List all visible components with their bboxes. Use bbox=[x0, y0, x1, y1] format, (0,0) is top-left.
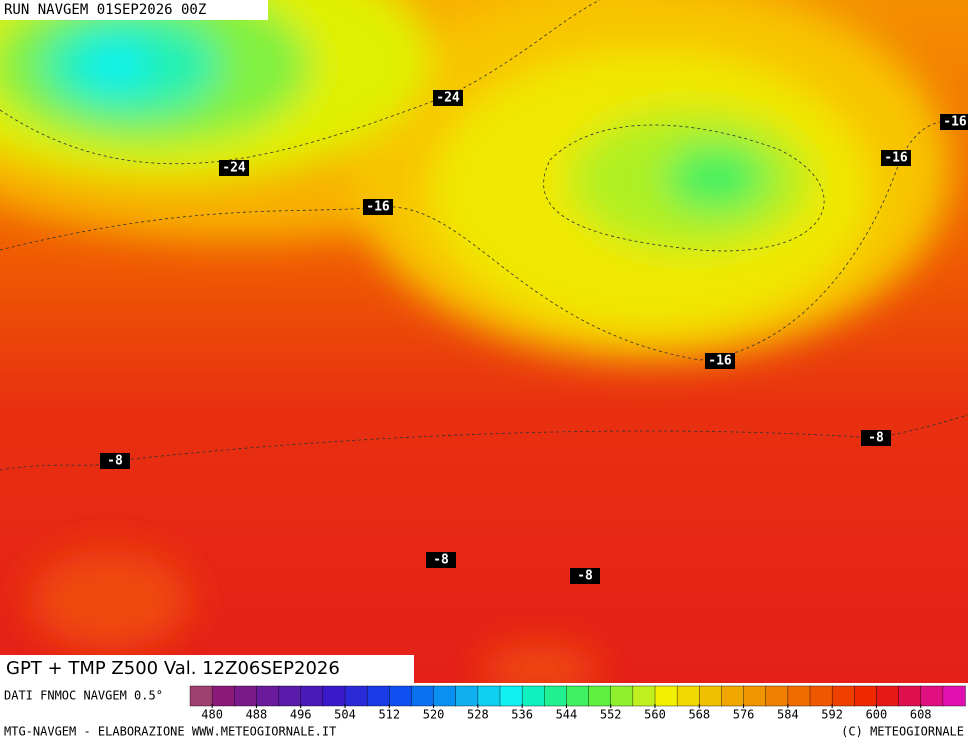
colorbar-swatch bbox=[433, 685, 457, 707]
colorbar-tick-label: 568 bbox=[688, 708, 710, 722]
colorbar-swatch bbox=[809, 685, 833, 707]
colorbar-swatch bbox=[344, 685, 368, 707]
colorbar-tick-label: 560 bbox=[644, 708, 666, 722]
colorbar-swatch bbox=[499, 685, 523, 707]
contour-label-box bbox=[100, 453, 130, 469]
map-title: GPT + TMP Z500 Val. 12Z06SEP2026 bbox=[6, 658, 340, 679]
colorbar-tick-label: 520 bbox=[423, 708, 445, 722]
colorbar-swatch bbox=[787, 685, 811, 707]
colorbar-tick-label: 576 bbox=[733, 708, 755, 722]
contour-labels: -24 -24 -16 -16 -16 -16 -8 -8 -8 -8 bbox=[100, 90, 968, 584]
colorbar-tick-label: 544 bbox=[556, 708, 578, 722]
contour-label-box bbox=[881, 150, 911, 166]
colorbar-swatch bbox=[676, 685, 700, 707]
contour-label-box bbox=[363, 199, 393, 215]
contour-label-box bbox=[705, 353, 735, 369]
contour-label: -8 bbox=[868, 431, 884, 446]
colorbar-swatch bbox=[566, 685, 590, 707]
colorbar-swatch bbox=[256, 685, 280, 707]
title-box bbox=[0, 655, 414, 683]
colorbar-tick-label: 528 bbox=[467, 708, 489, 722]
header-box bbox=[0, 0, 268, 20]
contour-label-box bbox=[940, 114, 968, 130]
contour-label: -24 bbox=[436, 91, 460, 106]
colorbar-swatch bbox=[743, 685, 767, 707]
colorbar-swatch bbox=[632, 685, 656, 707]
contour-label: -8 bbox=[433, 553, 449, 568]
colorbar-swatch bbox=[455, 685, 479, 707]
colorbar-swatch bbox=[765, 685, 789, 707]
colorbar-swatch bbox=[876, 685, 900, 707]
colorbar-swatch bbox=[211, 685, 235, 707]
contour-label: -16 bbox=[366, 200, 390, 215]
contours bbox=[0, 0, 968, 471]
colorbar-swatch bbox=[610, 685, 634, 707]
colorbar-tick-label: 512 bbox=[378, 708, 400, 722]
contour-label: -24 bbox=[222, 161, 246, 176]
colorbar-tick-label: 480 bbox=[201, 708, 223, 722]
colorbar-swatch bbox=[898, 685, 922, 707]
colorbar: 480 488 496 504 512 520 528 536 544 552 560 568 576 5… bbox=[189, 685, 966, 722]
colorbar-tick-label: 600 bbox=[866, 708, 888, 722]
map-field bbox=[0, 0, 968, 683]
contour-label: -16 bbox=[884, 151, 908, 166]
colorbar-swatch bbox=[699, 685, 723, 707]
colorbar-swatch bbox=[942, 685, 966, 707]
colorbar-swatch bbox=[831, 685, 855, 707]
colorbar-swatch bbox=[854, 685, 878, 707]
colorbar-swatch bbox=[278, 685, 302, 707]
colorbar-tick-label: 552 bbox=[600, 708, 622, 722]
colorbar-swatch bbox=[544, 685, 568, 707]
contour-label-box bbox=[570, 568, 600, 584]
colorbar-tick-label: 584 bbox=[777, 708, 799, 722]
colorbar-tick-label: 608 bbox=[910, 708, 932, 722]
colorbar-tick-label: 496 bbox=[290, 708, 312, 722]
colorbar-tick-label: 592 bbox=[821, 708, 843, 722]
contour-label: -16 bbox=[943, 115, 967, 130]
colorbar-swatch bbox=[366, 685, 390, 707]
footer-left: MTG-NAVGEM - ELABORAZIONE WWW.METEOGIORN… bbox=[4, 725, 336, 739]
colorbar-swatch bbox=[189, 685, 213, 707]
contour-label: -16 bbox=[708, 354, 732, 369]
contour-label-box bbox=[433, 90, 463, 106]
colorbar-swatch bbox=[234, 685, 258, 707]
contour-label: -8 bbox=[577, 569, 593, 584]
colorbar-swatch bbox=[389, 685, 413, 707]
run-header: RUN NAVGEM 01SEP2026 00Z bbox=[4, 2, 206, 18]
colorbar-tick-label: 536 bbox=[511, 708, 533, 722]
contour-label-box bbox=[861, 430, 891, 446]
colorbar-swatch bbox=[521, 685, 545, 707]
colorbar-swatch bbox=[322, 685, 346, 707]
colorbar-swatch bbox=[721, 685, 745, 707]
colorbar-tick-label: 488 bbox=[246, 708, 268, 722]
colorbar-swatch bbox=[920, 685, 944, 707]
colorbar-tick-label: 504 bbox=[334, 708, 356, 722]
contour-label: -8 bbox=[107, 454, 123, 469]
data-source: DATI FNMOC NAVGEM 0.5° bbox=[4, 689, 163, 703]
colorbar-swatch bbox=[654, 685, 678, 707]
contour-label-box bbox=[219, 160, 249, 176]
footer-right: (C) METEOGIORNALE bbox=[841, 725, 964, 739]
colorbar-swatch bbox=[300, 685, 324, 707]
colorbar-swatch bbox=[411, 685, 435, 707]
colorbar-swatch bbox=[588, 685, 612, 707]
colorbar-swatch bbox=[477, 685, 501, 707]
contour-label-box bbox=[426, 552, 456, 568]
